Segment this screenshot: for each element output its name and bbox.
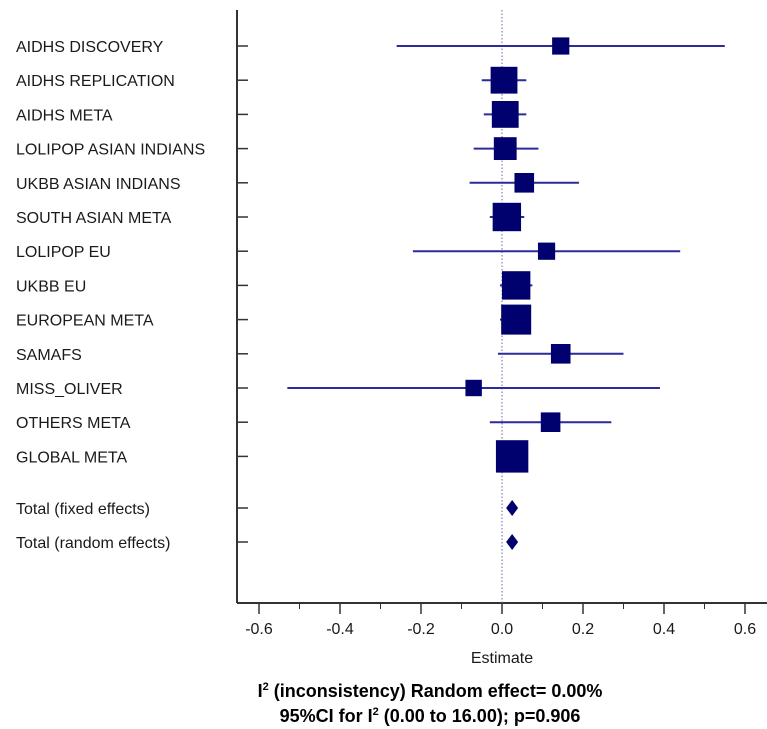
study-label: LOLIPOP ASIAN INDIANS	[16, 142, 205, 159]
stat-line2-text: (0.00 to 16.00); p=0.906	[378, 706, 581, 726]
heterogeneity-stat-line: I2 (inconsistency) Random effect= 0.00%	[150, 680, 710, 702]
study-label: AIDHS META	[16, 107, 113, 124]
estimate-square	[501, 304, 532, 335]
x-tick-label: 0.6	[734, 621, 756, 638]
x-tick-label: 0.2	[572, 621, 594, 638]
stat-line2-superscript: 2	[372, 706, 379, 718]
study-label: MISS_OLIVER	[16, 381, 123, 398]
study-label: EUROPEAN META	[16, 313, 154, 330]
forest-plot: -0.6 -0.4 -0.2 0.0 0.2 0.4 0.6 AIDHS DISCOVERY A…	[16, 10, 767, 667]
study-label: SAMAFS	[16, 347, 82, 364]
estimate-square	[493, 137, 517, 160]
estimate-square	[492, 202, 522, 232]
estimate-square	[491, 101, 519, 128]
estimate-square	[540, 412, 561, 432]
total-label: Total (random effects)	[16, 535, 170, 552]
total-label: Total (fixed effects)	[16, 501, 150, 518]
study-label: OTHERS META	[16, 415, 131, 432]
x-axis-title: Estimate	[471, 650, 533, 667]
estimate-square	[550, 344, 571, 364]
study-label: UKBB ASIAN INDIANS	[16, 176, 181, 193]
stat-line1-superscript: 2	[262, 681, 269, 693]
x-tick-label: 0.0	[491, 621, 513, 638]
stat-line1-prefix: I	[257, 681, 263, 701]
study-label: AIDHS REPLICATION	[16, 73, 175, 90]
study-label: AIDHS DISCOVERY	[16, 39, 164, 56]
estimate-square	[490, 66, 518, 94]
x-tick-label: -0.6	[245, 621, 273, 638]
estimate-square	[514, 173, 535, 193]
pooled-estimate-diamond	[506, 534, 519, 550]
study-label: LOLIPOP EU	[16, 244, 111, 261]
estimate-square	[495, 440, 529, 473]
study-labels: -0.6 -0.4 -0.2 0.0 0.2 0.4 0.6 AIDHS DISCOVERY A…	[16, 39, 756, 638]
study-label: UKBB EU	[16, 278, 86, 295]
x-tick-label: 0.4	[653, 621, 675, 638]
pooled-estimate-diamond	[506, 500, 519, 516]
estimate-marks	[287, 37, 725, 550]
stat-line1-text: (inconsistency) Random effect= 0.00%	[268, 681, 603, 701]
study-label: SOUTH ASIAN META	[16, 210, 172, 227]
estimate-square	[537, 242, 556, 260]
estimate-square	[465, 379, 482, 397]
estimate-square	[552, 37, 570, 55]
x-tick-label: -0.2	[407, 621, 435, 638]
confidence-interval-stat-line: 95%CI for I2 (0.00 to 16.00); p=0.906	[150, 705, 710, 727]
x-tick-label: -0.4	[326, 621, 354, 638]
estimate-square	[501, 271, 531, 300]
stat-line2-prefix: 95%CI for I	[279, 706, 373, 726]
study-label: GLOBAL META	[16, 449, 127, 466]
